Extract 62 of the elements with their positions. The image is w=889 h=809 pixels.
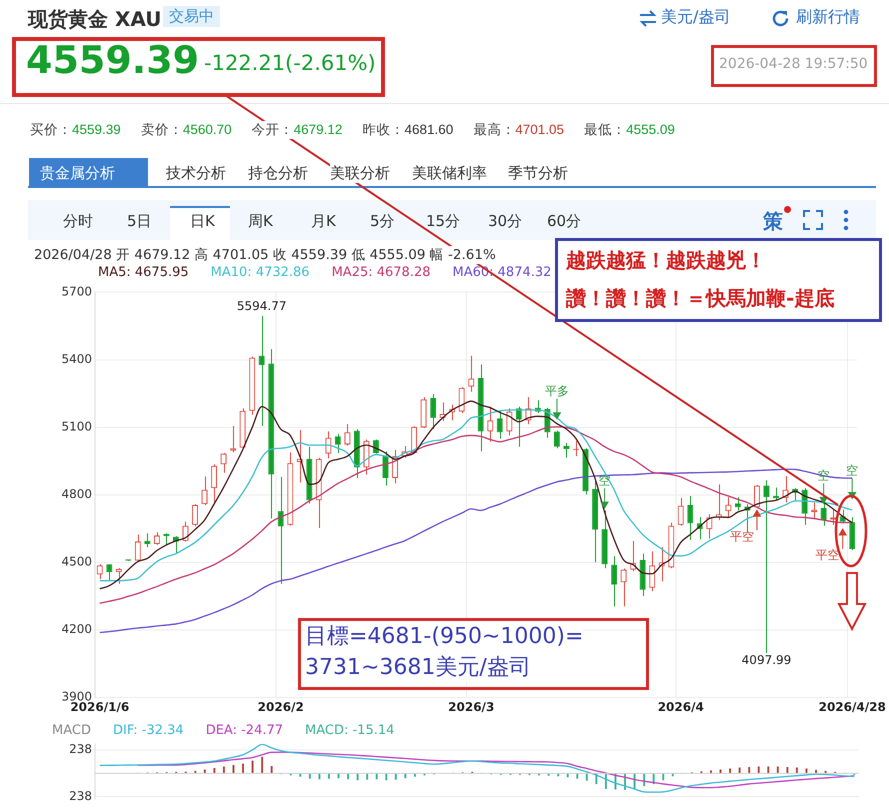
text: MA5: 4675.95 bbox=[98, 265, 189, 280]
text: MA25: 4678.28 bbox=[332, 265, 430, 280]
y-tick-label: 5100 bbox=[61, 419, 92, 434]
text: 分时 bbox=[63, 212, 93, 231]
annotation: 3731~3681美元/盎司 bbox=[305, 652, 531, 682]
series-label: DIF: -32.34 bbox=[112, 723, 184, 738]
text: 美联储利率 bbox=[412, 164, 487, 183]
text: 60分 bbox=[547, 212, 582, 231]
y-tick-label: 5700 bbox=[61, 284, 92, 298]
annotation: 4097.99 bbox=[742, 653, 792, 668]
text: 季节分析 bbox=[508, 164, 568, 183]
text: MA60: 4874.32 bbox=[452, 265, 552, 280]
text: 策 bbox=[763, 208, 783, 235]
text: 美联分析 bbox=[330, 164, 390, 183]
y-tick-label: 238 bbox=[69, 742, 92, 756]
text: 美元/盎司 bbox=[661, 7, 730, 28]
annotation: 目標=4681-(950~1000)= bbox=[305, 621, 584, 651]
text: MA10: 4732.86 bbox=[210, 265, 310, 280]
text: 最高：4701.05 bbox=[473, 121, 564, 139]
text: 5分 bbox=[370, 212, 395, 231]
series-label: DEA: -24.77 bbox=[206, 723, 284, 738]
text: 日K bbox=[190, 212, 215, 231]
data-label: 空 bbox=[598, 473, 611, 488]
y-tick-label: 4500 bbox=[61, 554, 92, 569]
x-tick-label: 2026/4/28 bbox=[818, 700, 886, 714]
annotation: 5594.77 bbox=[236, 299, 286, 314]
x-tick-label: 2026/2 bbox=[258, 700, 304, 714]
y-tick-label: 238 bbox=[69, 788, 92, 803]
text: 交易中 bbox=[163, 6, 220, 27]
x-tick-label: 2026/1/6 bbox=[70, 700, 130, 714]
text: 卖价：4560.70 bbox=[140, 121, 232, 139]
data-label: 空 bbox=[846, 464, 858, 478]
text: 周K bbox=[248, 212, 273, 231]
text: 30分 bbox=[488, 212, 522, 231]
text: MACD: -15.14 bbox=[305, 723, 394, 738]
text: 月K bbox=[311, 212, 336, 231]
text: 4559.39 bbox=[26, 38, 200, 82]
text: 今开：4679.12 bbox=[252, 121, 342, 139]
x-tick-label: 2026/4 bbox=[658, 700, 704, 714]
text: -122.21(-2.61%) bbox=[204, 51, 376, 75]
data-label: 平多 bbox=[544, 384, 569, 398]
y-tick-label: 4800 bbox=[61, 487, 92, 502]
text: 持仓分析 bbox=[248, 164, 308, 183]
x-tick-label: 2026/3 bbox=[448, 700, 494, 714]
chart-title: 现货黄金 XAU bbox=[28, 6, 162, 33]
text: 2026/04/28 开 4679.12 高 4701.05 收 4559.39 低 4555.09 幅 -2.61% bbox=[34, 246, 496, 264]
text: 5日 bbox=[127, 212, 152, 231]
text: 2026-04-28 19:57:50 bbox=[719, 56, 868, 72]
data-label: 平空 bbox=[730, 529, 754, 544]
text: 越跌越猛！越跌越兇！ bbox=[566, 247, 766, 274]
y-tick-label: 5400 bbox=[61, 352, 92, 366]
chart-title: MACD bbox=[52, 723, 91, 738]
text: 买价： bbox=[30, 122, 72, 137]
y-tick-label: 4200 bbox=[61, 622, 92, 636]
text: 刷新行情 bbox=[796, 7, 860, 28]
text: 技术分析 bbox=[166, 164, 226, 183]
text: 昨收：4681.60 bbox=[362, 121, 454, 139]
text: 贵金属分析 bbox=[40, 164, 115, 183]
text: 最低：4555.09 bbox=[584, 121, 675, 139]
text: 15分 bbox=[426, 212, 460, 231]
annotation: 讚！讚！讚！＝快馬加鞭-趕底 bbox=[566, 285, 834, 312]
text: 4559.39 bbox=[72, 122, 121, 137]
